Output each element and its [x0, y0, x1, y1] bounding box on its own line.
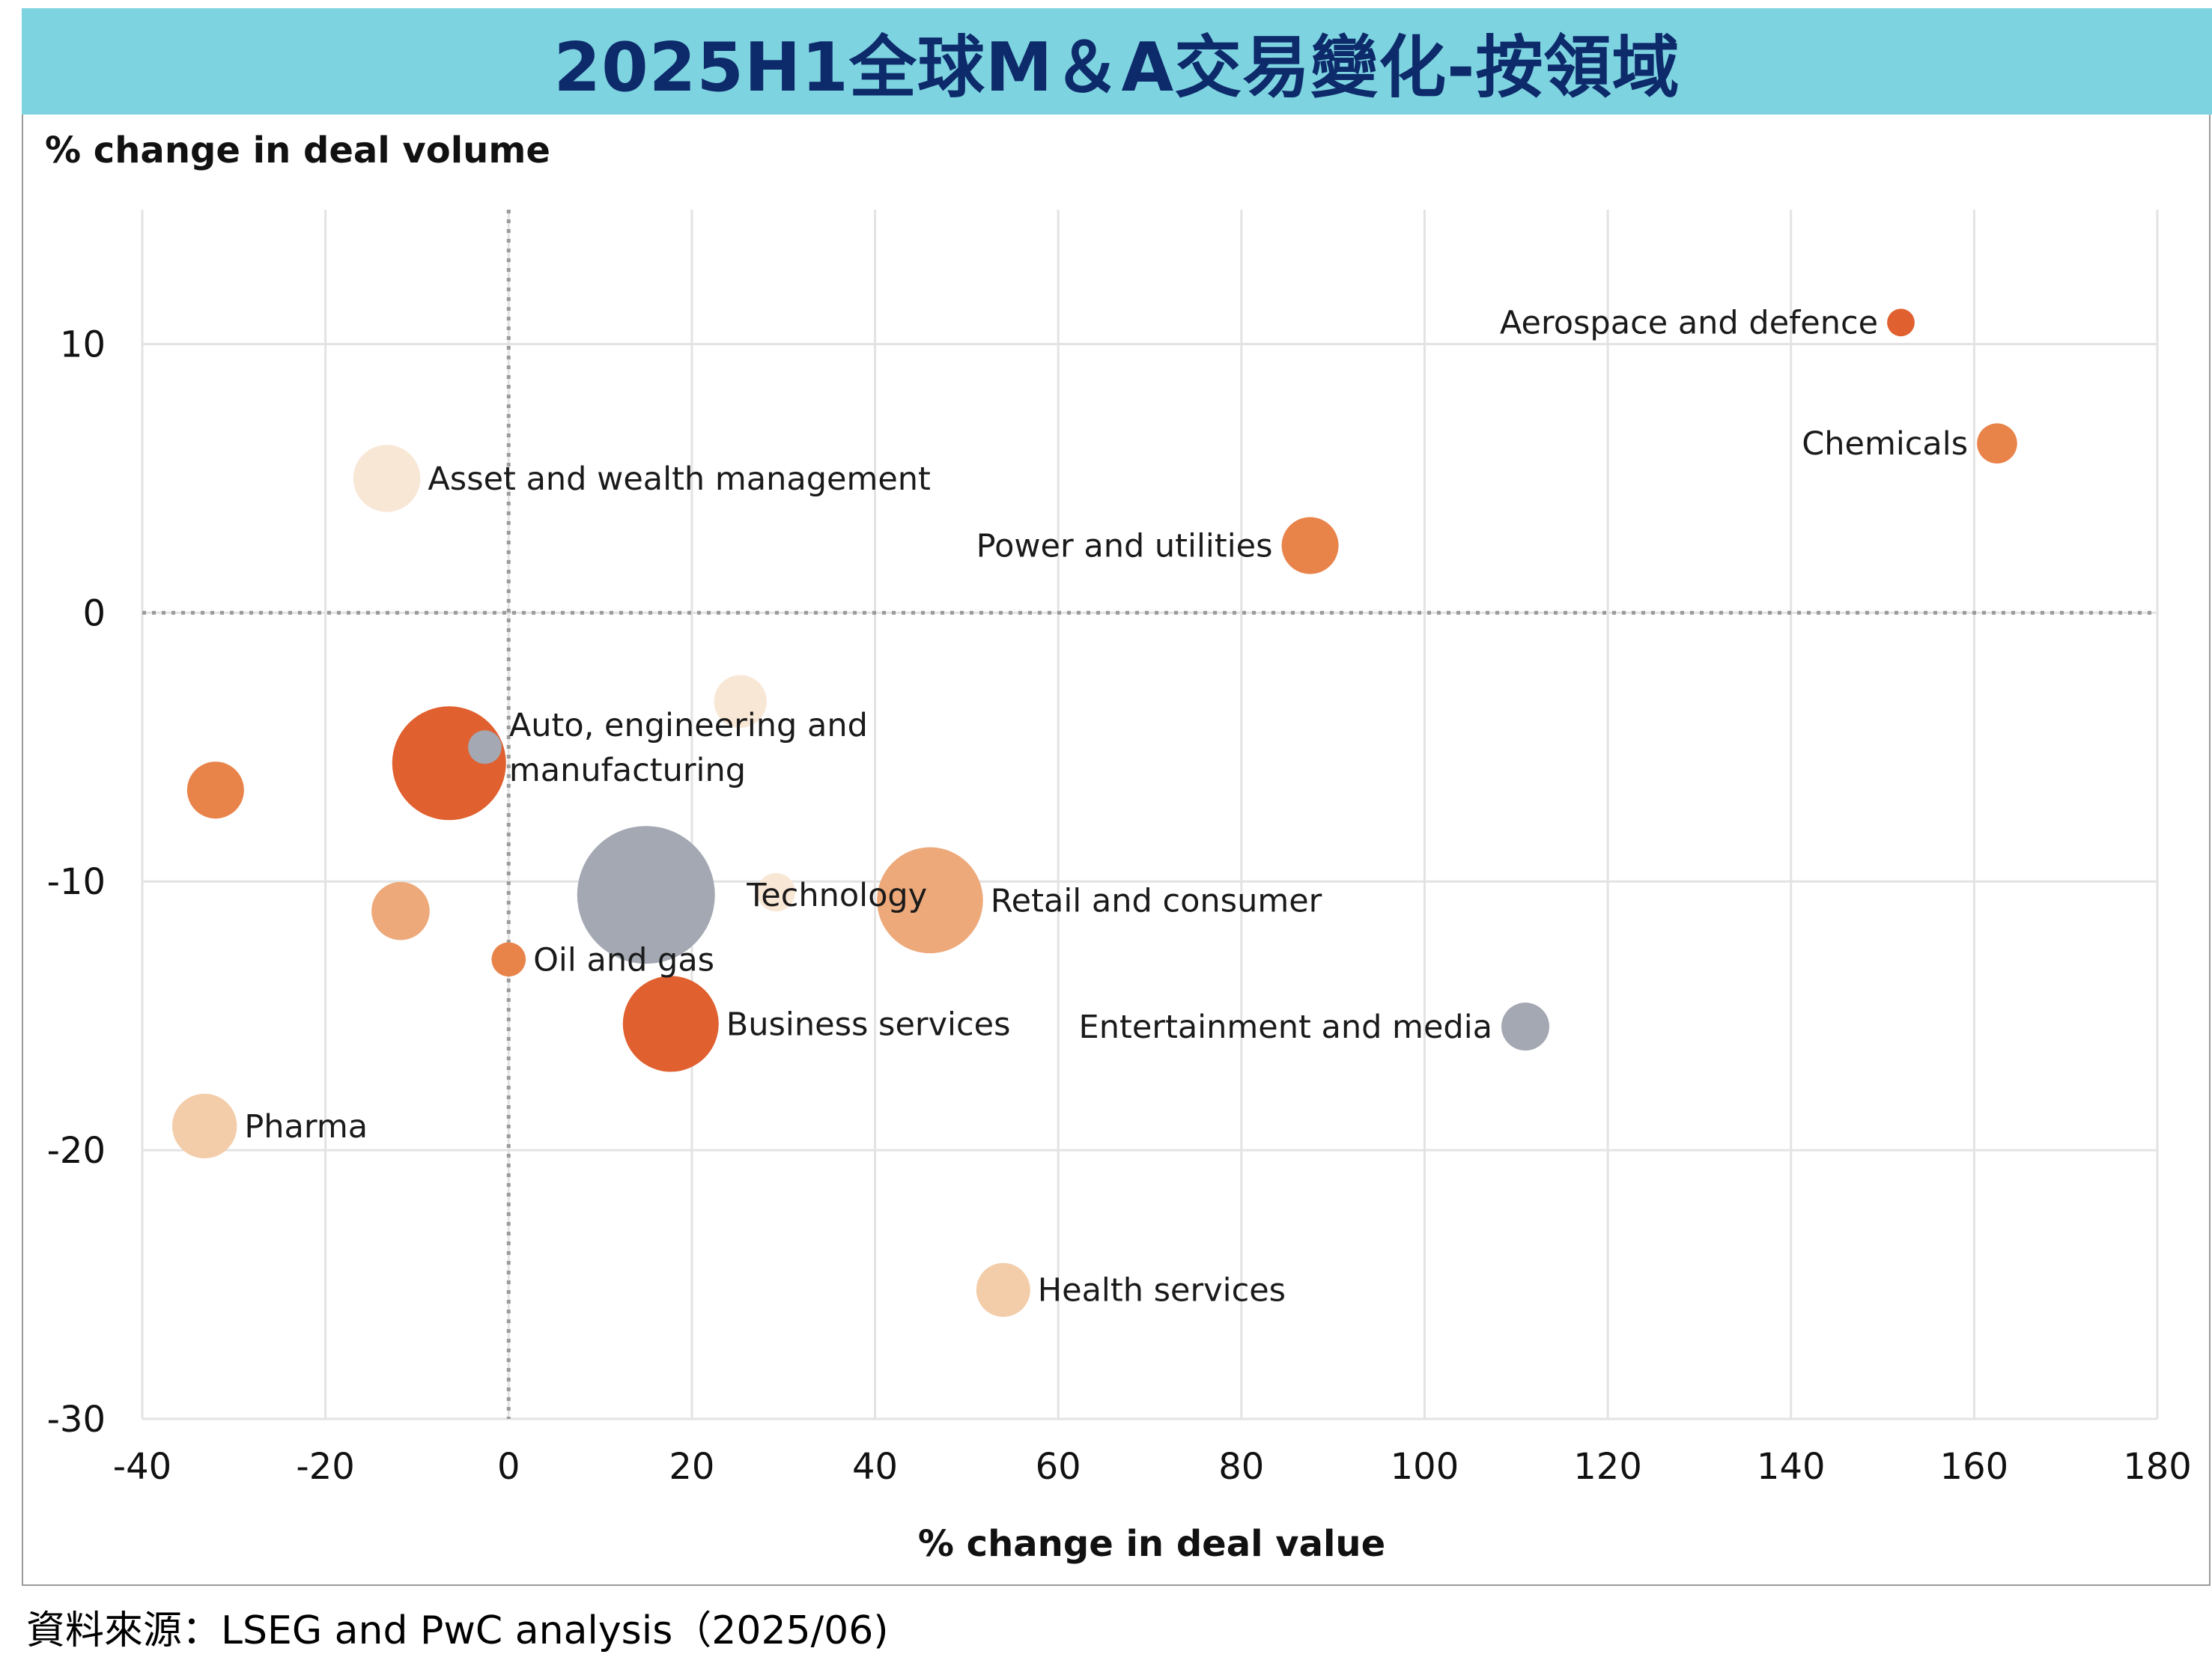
x-tick-label: 100	[1391, 1446, 1459, 1488]
x-tick-label: 0	[497, 1446, 520, 1488]
x-tick-label: 120	[1573, 1446, 1642, 1488]
bubble-label: Entertainment and media	[1079, 1009, 1492, 1046]
bubble-point	[353, 445, 421, 512]
y-axis-label: % change in deal volume	[45, 130, 550, 171]
x-tick-label: 180	[2123, 1446, 2192, 1488]
x-tick-label: 160	[1940, 1446, 2009, 1488]
bubble-label: Business services	[726, 1006, 1011, 1043]
bubble-label: Retail and consumer	[991, 882, 1322, 919]
bubbles-layer	[171, 308, 2017, 1317]
bubble-point	[371, 881, 430, 940]
x-tick-label: 20	[669, 1446, 714, 1488]
bubble-point	[1977, 423, 2017, 464]
bubble-point	[1887, 308, 1915, 337]
bubble-point	[756, 872, 796, 912]
x-tick-label: -20	[296, 1446, 354, 1488]
y-tick-label: -20	[47, 1130, 106, 1172]
x-tick-label: 80	[1218, 1446, 1264, 1488]
bubble-label: Chemicals	[1802, 425, 1968, 463]
bubble-point	[577, 826, 715, 964]
x-tick-label: 60	[1036, 1446, 1081, 1488]
bubble-label: Auto, engineering and manufacturing	[509, 707, 868, 789]
title-bar: 2025H1全球M＆A交易變化-按領域	[22, 8, 2212, 115]
ticks-layer: -40 -20 0 20 40 60 80 100 120 140 160 180100-10-20-…	[47, 323, 2192, 1488]
y-tick-label: -30	[47, 1399, 106, 1441]
bubble-label: Health services	[1038, 1272, 1286, 1310]
grid-layer	[141, 210, 2159, 1420]
x-tick-label: 140	[1757, 1446, 1826, 1488]
chart-frame: Aerospace and defence Chemicals Asset and …	[22, 115, 2211, 1586]
bubble-label: Aerospace and defence	[1500, 305, 1878, 342]
y-tick-label: 10	[60, 323, 106, 365]
bubble-label: Pharma	[244, 1108, 368, 1146]
x-tick-label: -40	[113, 1446, 171, 1488]
reference-lines	[142, 210, 2157, 1419]
bubble-label: Oil and gas	[533, 941, 714, 979]
x-axis-label: % change in deal value	[918, 1523, 1385, 1565]
page-title: 2025H1全球M＆A交易變化-按領域	[553, 28, 1680, 107]
bubble-point	[976, 1262, 1030, 1317]
y-tick-label: -10	[47, 861, 106, 903]
bubble-point	[877, 847, 983, 954]
bubble-label: Technology	[746, 877, 927, 914]
bubble-point	[171, 1093, 237, 1159]
bubble-chart: Aerospace and defence Chemicals Asset and …	[45, 130, 2192, 1565]
bubble-label: Asset and wealth management	[428, 460, 931, 498]
bubble-point	[1501, 1003, 1550, 1051]
source-note: 資料來源：LSEG and PwC analysis（2025/06)	[26, 1608, 889, 1653]
x-tick-label: 40	[852, 1446, 898, 1488]
bubble-point	[186, 761, 244, 819]
bubble-point	[1281, 517, 1339, 574]
bubble-point	[714, 675, 767, 728]
bubble-point	[491, 942, 526, 977]
labels-layer: Aerospace and defence Chemicals Asset and …	[244, 305, 1968, 1310]
bubble-point	[622, 976, 719, 1072]
y-tick-label: 0	[82, 592, 106, 634]
bubble-point	[468, 730, 502, 764]
bubble-label: Power and utilities	[976, 528, 1273, 565]
